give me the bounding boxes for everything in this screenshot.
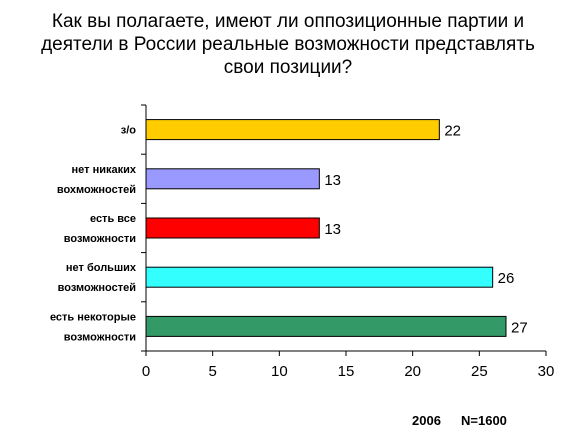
footer-year: 2006 [412, 413, 441, 428]
bar [145, 168, 320, 190]
x-tick-label: 5 [208, 363, 216, 380]
bar [145, 119, 440, 141]
category-label: нет никаких [72, 164, 137, 176]
bar [145, 266, 494, 288]
x-tick-label: 10 [271, 363, 288, 380]
category-label: нет больших [66, 262, 137, 274]
chart-title-line-3: свои позиции? [223, 57, 353, 78]
bar-value-label: 22 [444, 123, 461, 140]
x-tick-label: 30 [538, 363, 555, 380]
category-label: есть некоторые [50, 311, 136, 323]
category-label: возможностей [58, 282, 136, 294]
x-tick-label: 0 [142, 363, 150, 380]
bar-value-label: 26 [498, 270, 515, 287]
category-label: вохможностей [57, 184, 136, 196]
category-label: возможности [64, 331, 136, 343]
bar [145, 217, 320, 239]
category-label: з/о [121, 125, 137, 137]
bar-value-label: 27 [511, 319, 528, 336]
category-label: есть все [90, 213, 136, 225]
chart-title-line-2: деятели в России реальные возможности пр… [41, 34, 535, 55]
x-tick-label: 20 [404, 363, 421, 380]
chart-title: Как вы полагаете, имеют ли оппозиционные… [8, 10, 568, 79]
chart-title-line-1: Как вы полагаете, имеют ли оппозиционные… [51, 11, 525, 32]
bar-value-label: 13 [324, 172, 341, 189]
bar-value-label: 13 [324, 221, 341, 238]
bar [145, 315, 507, 337]
x-tick-label: 15 [338, 363, 355, 380]
category-label: возможности [64, 233, 136, 245]
x-tick-label: 25 [471, 363, 488, 380]
footer-sample-size: N=1600 [461, 413, 507, 428]
